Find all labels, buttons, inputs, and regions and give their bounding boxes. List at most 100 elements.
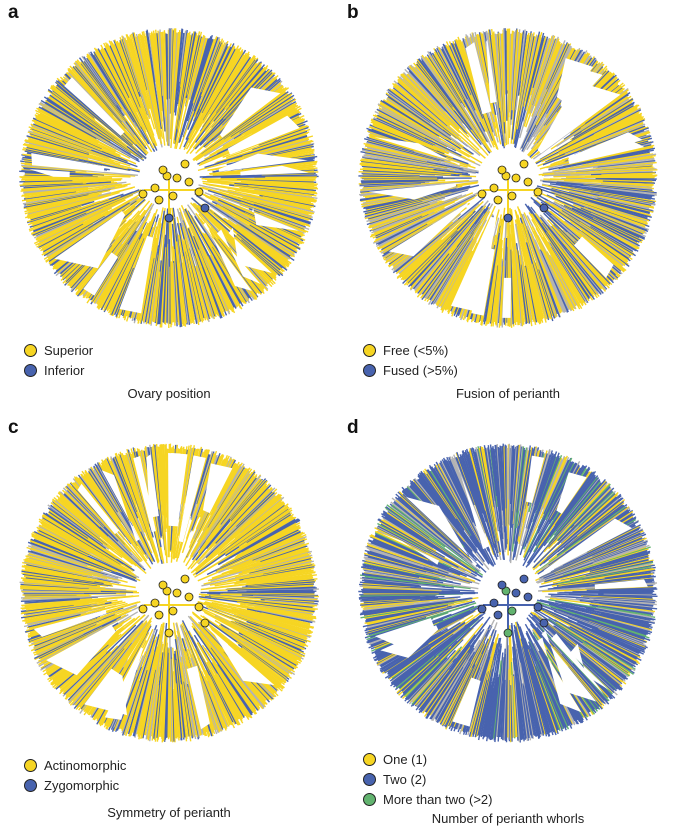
clade-gap [537,81,621,154]
tree-branch [521,264,533,327]
ancestral-state-node [489,598,499,608]
tree-branch [244,104,297,136]
panel-d: d One (1) Two (2) More than two (>2) Num… [339,415,677,830]
tree-branch [377,522,432,553]
legend-label: More than two (>2) [383,791,493,807]
tree-branch [490,207,506,327]
tree-branch [455,38,482,106]
tree-branch [532,450,548,504]
tree-branch [550,606,645,641]
tree-branch [568,106,638,146]
tree-branch [177,272,184,325]
clade-gap [465,42,492,115]
tree-branch [229,64,266,107]
tree-branch [527,474,595,566]
tree-branch [50,504,104,545]
tree-branch [41,223,94,256]
tree-branch [580,96,628,130]
tree-branch [524,452,560,547]
clade-gap [84,668,127,716]
tree-branch [71,630,138,706]
tree-branch [169,207,176,326]
tree-branch [510,32,515,101]
tree-branch [249,612,310,629]
tree-branch [441,250,473,314]
ancestral-state-node [497,165,507,175]
tree-branch [543,232,588,300]
clade-gap [46,624,116,676]
legend-label: Inferior [44,362,85,378]
tree-branch [554,163,653,175]
tree-branch [200,496,282,567]
tree-branch [200,607,305,658]
tree-branch [543,265,565,313]
tree-branch [79,651,124,708]
tree-branch [485,687,495,737]
tree-branch [548,618,634,675]
tree-branch [36,529,82,553]
tree-branch [23,181,127,194]
tree-branch [205,491,275,559]
tree-branch [63,624,137,695]
clade-gap [551,633,605,695]
tree-branch [543,459,570,515]
tree-branch [360,566,420,578]
tree-branch [222,105,301,150]
tree-branch [534,453,555,513]
tree-branch [546,194,645,239]
tree-branch [183,239,205,321]
clade-gap [54,211,126,269]
tree-branch [38,635,87,662]
tree-branch [363,598,458,611]
tree-branch [540,42,569,105]
clade-gap [450,216,497,313]
tree-branch [474,653,495,738]
tree-branch [240,180,317,187]
tree-branch [220,182,318,195]
tree-branch [389,633,454,682]
tree-branch [213,193,310,231]
tree-branch [364,581,420,587]
tree-branch [22,186,116,205]
tree-branch [105,250,136,311]
tree-branch [203,101,293,157]
tree-branch [372,206,434,232]
tree-branch [398,78,451,127]
tree-branch [498,32,506,123]
tree-branch [397,79,444,121]
tree-branch [193,634,245,718]
clade-gap [227,115,300,155]
ancestral-state-node [539,618,549,628]
tree-branch [578,230,626,266]
tree-branch [398,202,480,275]
tree-branch [360,159,434,170]
tree-branch [599,588,658,592]
tree-branch [169,686,172,742]
tree-branch [564,220,624,267]
clade-gap [368,183,457,200]
tree-branch [208,51,250,115]
tree-branch [532,36,549,89]
tree-branch [27,545,88,567]
tree-branch [428,464,491,564]
tree-branch [97,48,156,154]
ancestral-state-node [489,183,499,193]
tree-branch [426,628,485,716]
tree-branch [552,625,628,680]
ancestral-state-node [158,165,168,175]
tree-branch [604,569,656,579]
tree-branch [45,228,94,262]
tree-branch [384,506,484,576]
tree-branch [239,570,314,583]
tree-branch [512,676,518,738]
tree-branch [597,606,652,616]
tree-branch [94,466,123,513]
tree-branch [453,454,486,534]
ancestral-state-node [539,203,549,213]
tree-branch [508,628,514,738]
tree-branch [515,32,533,131]
tree-branch [119,37,140,93]
tree-branch [553,575,656,589]
tree-branch [520,222,550,318]
tree-branch [94,51,131,112]
